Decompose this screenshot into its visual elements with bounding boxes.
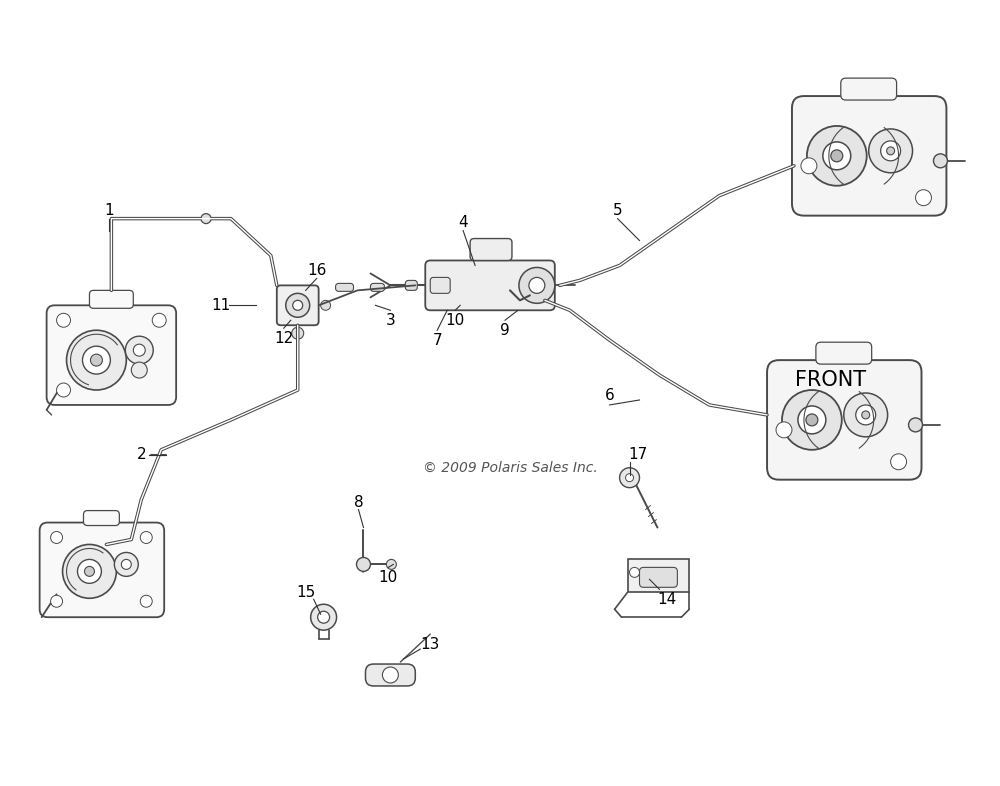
Polygon shape	[628, 560, 689, 593]
FancyBboxPatch shape	[425, 260, 555, 310]
Circle shape	[386, 560, 396, 569]
FancyBboxPatch shape	[336, 284, 354, 292]
Text: 4: 4	[458, 215, 468, 230]
Circle shape	[357, 557, 370, 571]
Text: © 2009 Polaris Sales Inc.: © 2009 Polaris Sales Inc.	[423, 461, 597, 475]
Text: 9: 9	[500, 323, 510, 338]
Text: 10: 10	[446, 313, 465, 328]
FancyBboxPatch shape	[370, 284, 384, 292]
Text: 2: 2	[136, 447, 146, 462]
Circle shape	[916, 189, 931, 206]
FancyBboxPatch shape	[470, 238, 512, 260]
Circle shape	[131, 362, 147, 378]
FancyBboxPatch shape	[640, 567, 677, 587]
Circle shape	[114, 553, 138, 576]
FancyBboxPatch shape	[365, 664, 415, 686]
Circle shape	[529, 277, 545, 293]
Circle shape	[862, 411, 870, 419]
Text: 14: 14	[658, 592, 677, 607]
Circle shape	[57, 314, 71, 327]
Circle shape	[321, 300, 331, 310]
Circle shape	[201, 214, 211, 223]
FancyBboxPatch shape	[841, 78, 897, 100]
Text: 3: 3	[386, 313, 395, 328]
FancyBboxPatch shape	[89, 290, 133, 308]
Text: 7: 7	[432, 332, 442, 347]
Circle shape	[807, 126, 867, 185]
Circle shape	[125, 336, 153, 364]
Text: 10: 10	[379, 570, 398, 585]
Circle shape	[121, 560, 131, 569]
Circle shape	[844, 393, 888, 437]
Circle shape	[776, 422, 792, 438]
Circle shape	[77, 560, 101, 583]
Circle shape	[630, 567, 640, 578]
Circle shape	[382, 667, 398, 683]
Circle shape	[887, 147, 895, 155]
Circle shape	[286, 293, 310, 318]
Circle shape	[881, 141, 901, 161]
FancyBboxPatch shape	[405, 281, 417, 290]
Circle shape	[620, 468, 640, 487]
Circle shape	[67, 330, 126, 390]
Circle shape	[798, 406, 826, 434]
Circle shape	[63, 545, 116, 598]
Circle shape	[831, 150, 843, 162]
Text: 1: 1	[105, 203, 114, 219]
FancyBboxPatch shape	[47, 305, 176, 405]
Text: 17: 17	[628, 447, 647, 462]
Circle shape	[891, 454, 907, 470]
Circle shape	[90, 354, 102, 366]
Text: 16: 16	[307, 263, 326, 278]
FancyBboxPatch shape	[792, 96, 946, 215]
Circle shape	[782, 390, 842, 450]
Circle shape	[152, 314, 166, 327]
Text: 6: 6	[605, 388, 614, 403]
Circle shape	[84, 567, 94, 576]
Circle shape	[292, 327, 304, 340]
Circle shape	[140, 531, 152, 543]
FancyBboxPatch shape	[277, 285, 319, 325]
Circle shape	[133, 344, 145, 356]
Circle shape	[293, 300, 303, 310]
Circle shape	[806, 414, 818, 426]
FancyBboxPatch shape	[816, 342, 872, 364]
Circle shape	[140, 595, 152, 608]
Circle shape	[51, 595, 63, 608]
Circle shape	[823, 142, 851, 170]
Circle shape	[519, 267, 555, 303]
Circle shape	[856, 405, 876, 425]
FancyBboxPatch shape	[430, 277, 450, 293]
Text: 11: 11	[211, 298, 231, 313]
Circle shape	[933, 154, 947, 167]
Text: 8: 8	[354, 495, 363, 510]
Text: FRONT: FRONT	[795, 370, 866, 390]
Text: 5: 5	[613, 203, 622, 219]
Circle shape	[869, 129, 913, 173]
Text: 15: 15	[296, 585, 315, 600]
Circle shape	[318, 612, 330, 623]
Circle shape	[801, 158, 817, 174]
Circle shape	[311, 604, 337, 630]
Circle shape	[909, 418, 923, 432]
Text: 12: 12	[274, 331, 293, 346]
Circle shape	[51, 531, 63, 543]
FancyBboxPatch shape	[767, 360, 922, 479]
Circle shape	[626, 474, 634, 482]
FancyBboxPatch shape	[83, 511, 119, 526]
Text: 13: 13	[421, 637, 440, 652]
Circle shape	[82, 346, 110, 374]
FancyBboxPatch shape	[40, 523, 164, 617]
Circle shape	[57, 383, 71, 397]
